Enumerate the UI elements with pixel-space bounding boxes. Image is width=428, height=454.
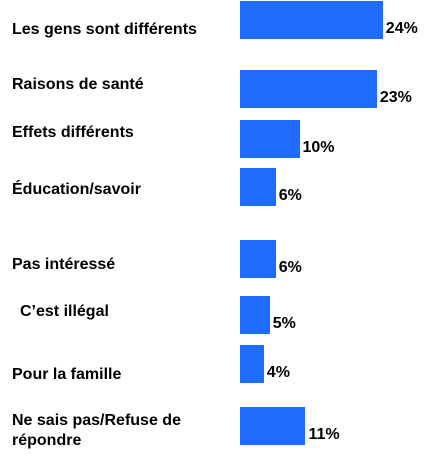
value-label: 5% <box>272 315 296 332</box>
category-label: Effets différents <box>12 124 134 141</box>
bar <box>240 70 377 108</box>
value-label: 6% <box>278 187 302 204</box>
value-label: 4% <box>266 364 290 381</box>
value-label: 24% <box>385 20 418 37</box>
category-label: Pas intéressé <box>12 256 116 273</box>
value-label: 23% <box>379 89 412 106</box>
value-label: 11% <box>308 426 340 443</box>
category-label: Raisons de santé <box>12 76 144 93</box>
bar <box>240 168 276 206</box>
category-label: Pour la famille <box>12 366 122 383</box>
value-label: 6% <box>278 259 302 276</box>
category-label: C’est illégal <box>20 303 109 320</box>
bar <box>240 1 383 39</box>
category-label: Les gens sont différents <box>12 21 197 38</box>
category-label: Ne sais pas/Refuse de répondre <box>12 412 181 449</box>
bar <box>240 407 306 445</box>
bar <box>240 240 276 278</box>
bar <box>240 345 264 383</box>
category-label: Éducation/savoir <box>12 181 141 198</box>
value-label: 10% <box>302 139 335 156</box>
bar <box>240 120 300 158</box>
bar <box>240 296 270 334</box>
